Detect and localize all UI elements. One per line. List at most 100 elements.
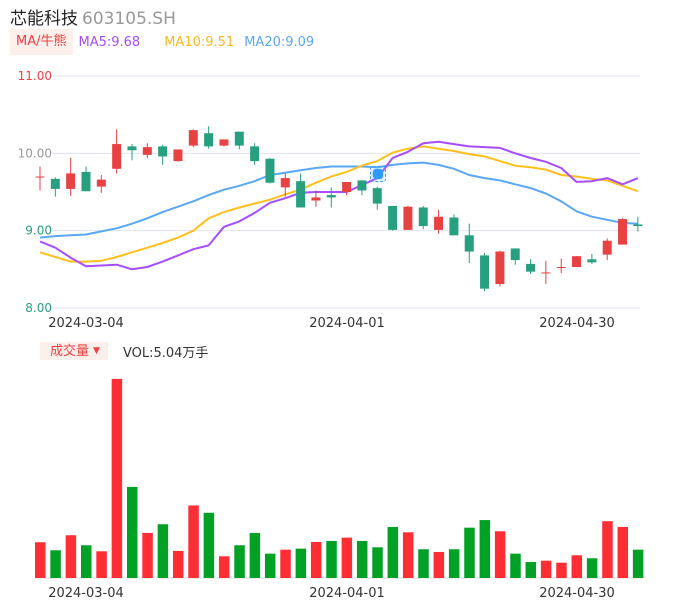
candle-body: [541, 272, 551, 274]
ma10-label: MA10:9.51: [164, 34, 235, 50]
candle: [526, 259, 536, 274]
signal-marker-icon[interactable]: [370, 166, 386, 182]
candle-body: [81, 171, 91, 192]
candle: [219, 139, 229, 147]
candle-body: [587, 259, 597, 263]
volume-bar: [249, 532, 261, 578]
volume-bar: [218, 556, 230, 578]
candle-body: [480, 255, 490, 289]
candle: [449, 214, 459, 236]
candle-body: [633, 224, 643, 227]
volume-bar: [525, 561, 537, 578]
candle: [572, 256, 582, 268]
candle-body: [112, 144, 122, 169]
y-tick-label: 11.00: [18, 69, 52, 83]
candle-body: [449, 217, 459, 236]
ma20-line: [39, 161, 638, 239]
candle-body: [618, 219, 628, 245]
x-tick-label: 2024-04-01: [309, 316, 385, 331]
candle: [158, 144, 168, 165]
ma-indicator-tab[interactable]: MA/牛熊: [10, 29, 73, 55]
ma5-label: MA5:9.68: [78, 34, 141, 50]
volume-bar: [295, 548, 307, 578]
volume-bar: [96, 551, 107, 578]
volume-bar: [326, 540, 337, 578]
candle-body: [572, 256, 582, 268]
volume-bar: [448, 549, 460, 578]
candle: [357, 180, 367, 196]
volume-bar: [479, 520, 491, 578]
volume-bar: [433, 551, 445, 578]
candle-body: [265, 158, 275, 183]
x-tick-label: 2024-03-04: [48, 316, 124, 331]
x-tick-label: 2024-04-30: [539, 316, 615, 331]
volume-bar: [632, 549, 644, 578]
candle: [434, 209, 444, 234]
candle: [633, 216, 643, 232]
volume-bar: [280, 549, 291, 578]
candle: [265, 157, 275, 184]
candle: [234, 131, 244, 150]
volume-bar: [35, 542, 46, 578]
volume-bar: [234, 545, 245, 578]
candle: [35, 166, 45, 191]
volume-bar: [540, 560, 552, 578]
candle: [388, 205, 398, 231]
volume-value: VOL:5.04万手: [122, 345, 209, 361]
volume-bar: [172, 550, 184, 578]
volume-bar: [65, 535, 77, 578]
volume-bar: [372, 547, 383, 578]
y-tick-label: 9.00: [25, 224, 52, 238]
ma-legend: MA/牛熊 MA5:9.68 MA10:9.51 MA20:9.09: [10, 29, 314, 55]
volume-bar: [264, 553, 276, 578]
candle-body: [510, 248, 520, 261]
candle-body: [280, 178, 290, 188]
candle-body: [204, 133, 214, 147]
volume-x-tick-label: 2024-04-01: [309, 586, 385, 601]
candle-body: [434, 216, 444, 230]
candle: [127, 144, 137, 161]
volume-bar: [203, 512, 215, 578]
candle-body: [296, 181, 306, 208]
volume-bar: [494, 531, 506, 578]
candle-body: [127, 146, 137, 151]
caret-down-icon: ▼: [93, 346, 100, 356]
candle: [173, 149, 183, 162]
candle-body: [158, 146, 168, 157]
volume-tab-label: 成交量: [50, 344, 90, 359]
volume-x-tick-label: 2024-04-30: [539, 586, 615, 601]
volume-bar: [418, 549, 429, 578]
volume-bar: [464, 527, 475, 578]
candle-body: [326, 195, 336, 198]
candle-body: [602, 240, 612, 255]
candle: [618, 218, 628, 245]
candle-body: [142, 147, 152, 155]
candle-body: [418, 207, 428, 227]
candle-body: [188, 130, 198, 146]
candle-body: [357, 180, 367, 191]
candle: [188, 129, 198, 148]
volume-bar: [356, 540, 368, 578]
candle-body: [495, 251, 505, 285]
volume-indicator-tab[interactable]: 成交量 ▼: [40, 342, 108, 360]
stock-code: 603105.SH: [82, 9, 176, 29]
volume-x-tick-label: 2024-03-04: [48, 586, 124, 601]
volume-bar: [556, 562, 567, 578]
volume-bar: [402, 532, 414, 578]
volume-bar: [571, 555, 583, 578]
candle-body: [219, 139, 229, 146]
volume-bar: [188, 505, 199, 578]
volume-bar: [602, 521, 613, 578]
candle: [280, 173, 290, 197]
candle-body: [372, 188, 382, 204]
candle: [541, 260, 551, 285]
candle: [326, 187, 336, 208]
volume-bar: [157, 524, 169, 578]
candle: [204, 126, 214, 149]
candle-body: [173, 149, 183, 162]
y-tick-label: 10.00: [18, 146, 52, 160]
volume-bar: [80, 545, 92, 578]
candle-body: [342, 181, 352, 192]
candle-body: [96, 179, 106, 187]
